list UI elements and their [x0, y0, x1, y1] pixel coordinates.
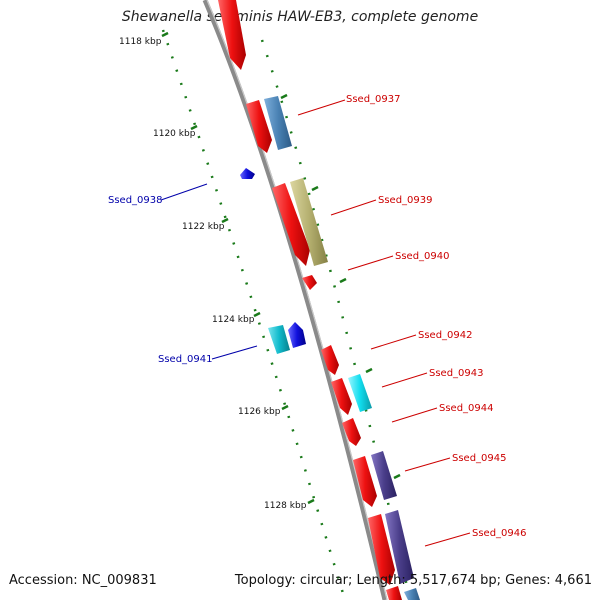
leader-ssed-0943	[381, 372, 428, 388]
gene-label-ssed-0944[interactable]: Ssed_0944	[439, 403, 494, 414]
gene-arrow-ssed-0937[interactable]	[246, 100, 272, 153]
gene-arrow-ssed-0939[interactable]	[272, 183, 310, 266]
gene-label-ssed-0938[interactable]: Ssed_0938	[108, 195, 163, 206]
ruler-ticks	[161, 31, 401, 505]
gene-label-ssed-0937[interactable]: Ssed_0937	[346, 94, 401, 105]
topology-text: Topology: circular; Length: 5,517,674 bp…	[234, 573, 592, 588]
accession-text: Accession: NC_009831	[9, 573, 157, 588]
gene-label-ssed-0945[interactable]: Ssed_0945	[452, 453, 507, 464]
gene-label-ssed-0942[interactable]: Ssed_0942	[418, 330, 473, 341]
ruler-tick	[221, 217, 229, 224]
leader-ssed-0939	[330, 199, 377, 216]
gene-arrow-top[interactable]	[218, 0, 246, 70]
gene-features	[218, 0, 420, 600]
ruler-label-1126: 1126 kbp	[238, 407, 281, 417]
gene-block-bottom[interactable]	[404, 588, 420, 600]
genome-backbone	[202, 0, 388, 600]
ruler-tick	[281, 404, 289, 411]
ruler-tick	[307, 498, 315, 505]
leader-ssed-0944	[391, 407, 438, 423]
ruler-tick	[280, 93, 288, 100]
leader-ssed-0946	[424, 532, 471, 547]
gene-label-ssed-0943[interactable]: Ssed_0943	[429, 368, 484, 379]
gene-label-ssed-0946[interactable]: Ssed_0946	[472, 528, 527, 539]
ruler-label-1128: 1128 kbp	[264, 501, 307, 511]
gene-arrow-ssed-0940[interactable]	[302, 275, 317, 290]
gene-block-steelblue[interactable]	[264, 96, 292, 150]
gene-label-ssed-0939[interactable]: Ssed_0939	[378, 195, 433, 206]
gene-block-bright-cyan[interactable]	[348, 374, 372, 412]
gene-block-cyan[interactable]	[268, 325, 290, 354]
leader-ssed-0937	[297, 99, 346, 116]
gene-arrow-bottom[interactable]	[386, 586, 402, 600]
ruler-tick	[311, 185, 319, 192]
gene-arrow-ssed-0946[interactable]	[368, 514, 395, 585]
ruler-tick	[161, 31, 169, 38]
gene-label-ssed-0941[interactable]: Ssed_0941	[158, 354, 213, 365]
ruler-label-1120: 1120 kbp	[153, 129, 196, 139]
ruler-label-1124: 1124 kbp	[212, 315, 255, 325]
gene-block-purple-0946[interactable]	[385, 510, 414, 584]
ruler-tick	[339, 277, 347, 284]
gene-block-olive[interactable]	[290, 178, 328, 266]
label-leaders	[160, 99, 471, 547]
ruler-tick	[253, 311, 261, 318]
gene-block-purple-0945[interactable]	[371, 451, 397, 500]
leader-ssed-0942	[370, 334, 417, 350]
gene-arrow-ssed-0945[interactable]	[353, 456, 377, 507]
ruler-labels: 1118 kbp 1120 kbp 1122 kbp 1124 kbp 1126…	[119, 37, 307, 511]
gene-arrow-ssed-0942[interactable]	[321, 345, 339, 375]
ruler-tick	[365, 367, 373, 374]
ruler-tick	[190, 124, 198, 131]
gene-arrow-ssed-0943[interactable]	[331, 378, 352, 415]
leader-ssed-0945	[404, 457, 451, 472]
gene-arrow-ssed-0944[interactable]	[342, 418, 361, 446]
gene-arrow-ssed-0941[interactable]	[288, 322, 306, 348]
ruler-tick	[393, 473, 401, 480]
leader-ssed-0938	[160, 183, 208, 201]
leader-ssed-0940	[347, 255, 394, 271]
gene-labels: Ssed_0937 Ssed_0938 Ssed_0939 Ssed_0940 …	[108, 94, 527, 539]
gene-label-ssed-0940[interactable]: Ssed_0940	[395, 251, 450, 262]
ruler-label-1122: 1122 kbp	[182, 222, 225, 232]
gene-arrow-ssed-0938[interactable]	[240, 168, 255, 179]
leader-ssed-0941	[211, 345, 258, 360]
ruler-label-1118: 1118 kbp	[119, 37, 162, 47]
